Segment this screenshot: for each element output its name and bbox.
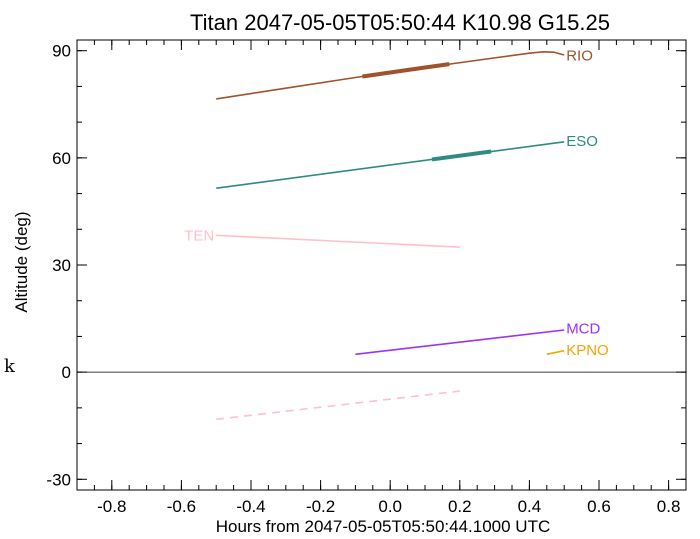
x-tick-label: -0.6 bbox=[167, 497, 196, 516]
side-mark: k bbox=[4, 356, 15, 377]
x-tick-label: 0.6 bbox=[587, 497, 611, 516]
series-line-mcd bbox=[355, 329, 565, 356]
x-tick-label: 0.8 bbox=[657, 497, 681, 516]
tick-labels: -0.8 -0.6 -0.4 -0.2 0.0 0.2 0.4 0.6 0.8 -30 0 30 60 9… bbox=[46, 42, 680, 516]
chart-title: Titan 2047-05-05T05:50:44 K10.98 G15.25 bbox=[190, 10, 610, 35]
x-tick-label: 0.2 bbox=[448, 497, 472, 516]
x-tick-label: -0.8 bbox=[97, 497, 126, 516]
series-label-eso: ESO bbox=[566, 133, 598, 150]
series-labels: RIO ESO TEN MCD KPNO bbox=[184, 47, 609, 359]
y-tick-label: -30 bbox=[46, 470, 71, 489]
series-label-kpno: KPNO bbox=[566, 342, 609, 359]
series-line-dashed bbox=[216, 390, 460, 421]
series-highlight-rio bbox=[362, 62, 450, 79]
y-tick-label: 0 bbox=[62, 363, 71, 382]
y-tick-label: 60 bbox=[52, 149, 71, 168]
y-tick-label: 30 bbox=[52, 256, 71, 275]
series-label-mcd: MCD bbox=[566, 321, 600, 338]
series-label-ten: TEN bbox=[184, 228, 214, 245]
x-tick-label: -0.2 bbox=[306, 497, 335, 516]
x-axis-label: Hours from 2047-05-05T05:50:44.1000 UTC bbox=[216, 517, 551, 536]
x-tick-label: -0.4 bbox=[236, 497, 265, 516]
series-line-rio bbox=[216, 50, 565, 100]
series-line-eso bbox=[216, 140, 565, 190]
series-label-rio: RIO bbox=[566, 47, 593, 64]
series-line-ten bbox=[216, 234, 460, 248]
plot-frame bbox=[76, 39, 687, 491]
x-tick-label: 0.4 bbox=[518, 497, 542, 516]
y-axis-label: Altitude (deg) bbox=[12, 211, 31, 312]
axis-ticks bbox=[76, 40, 687, 490]
series-line-kpno bbox=[546, 349, 565, 356]
x-tick-label: 0.0 bbox=[378, 497, 402, 516]
y-tick-label: 90 bbox=[52, 42, 71, 61]
series-highlight-eso bbox=[431, 149, 492, 162]
series-layer bbox=[216, 50, 565, 421]
